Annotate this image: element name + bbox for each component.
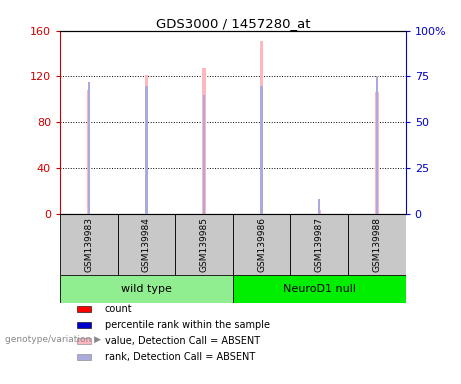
Text: rank, Detection Call = ABSENT: rank, Detection Call = ABSENT (105, 352, 255, 362)
Bar (376, 76, 378, 214)
Bar (118, 214, 175, 275)
Text: GSM139983: GSM139983 (84, 217, 93, 271)
Bar (77, 338, 91, 344)
Bar (233, 275, 406, 303)
Title: GDS3000 / 1457280_at: GDS3000 / 1457280_at (155, 17, 310, 30)
Text: wild type: wild type (121, 284, 172, 294)
Text: NeuroD1 null: NeuroD1 null (283, 284, 356, 294)
Bar (87, 90, 90, 214)
Bar (318, 199, 320, 214)
Text: GSM139986: GSM139986 (257, 217, 266, 271)
Bar (202, 68, 206, 214)
Text: GSM139988: GSM139988 (372, 217, 381, 271)
Text: count: count (105, 304, 132, 314)
Bar (233, 214, 290, 275)
Bar (77, 322, 91, 328)
Bar (145, 86, 148, 214)
Bar (290, 214, 348, 275)
Bar (145, 75, 148, 214)
Bar (203, 95, 205, 214)
Bar (77, 354, 91, 360)
Bar (60, 275, 233, 303)
Bar (260, 86, 263, 214)
Bar (88, 82, 90, 214)
Bar (260, 41, 263, 214)
Bar (175, 214, 233, 275)
Text: value, Detection Call = ABSENT: value, Detection Call = ABSENT (105, 336, 260, 346)
Bar (60, 214, 118, 275)
Bar (318, 210, 321, 214)
Bar (77, 306, 91, 312)
Text: GSM139987: GSM139987 (315, 217, 324, 271)
Text: percentile rank within the sample: percentile rank within the sample (105, 320, 270, 330)
Text: GSM139984: GSM139984 (142, 217, 151, 271)
Bar (375, 93, 378, 214)
Text: genotype/variation ▶: genotype/variation ▶ (5, 335, 100, 344)
Text: GSM139985: GSM139985 (200, 217, 208, 271)
Bar (348, 214, 406, 275)
